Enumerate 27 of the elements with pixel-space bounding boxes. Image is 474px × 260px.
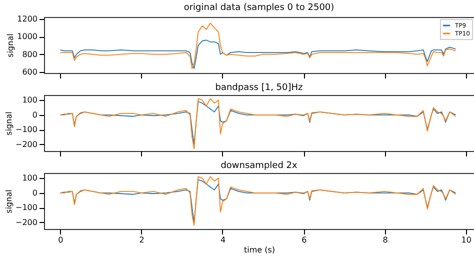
y-tick-label: 1000 xyxy=(17,32,38,42)
y-tick-label: −200 xyxy=(16,140,38,149)
y-tick-label: −100 xyxy=(16,203,38,212)
y-tick-label: 1200 xyxy=(17,14,38,24)
y-axis-title: signal xyxy=(4,112,14,136)
y-tick-label: −100 xyxy=(16,125,38,134)
line-series xyxy=(60,22,456,70)
chart-title: downsampled 2x xyxy=(220,161,298,171)
x-tick-label: 0 xyxy=(58,236,64,244)
chart-title: bandpass [1, 50]Hz xyxy=(215,83,304,93)
y-tick-label: 800 xyxy=(22,50,38,59)
x-axis-title: time (s) xyxy=(244,246,276,254)
x-tick-label: 4 xyxy=(220,236,226,244)
y-tick-label: −200 xyxy=(16,218,38,227)
chart-title: original data (samples 0 to 2500) xyxy=(184,2,334,13)
x-tick-label: 10 xyxy=(461,236,472,244)
x-tick-label: 8 xyxy=(382,236,388,244)
y-axis-title: signal xyxy=(6,34,16,58)
y-tick-label: 600 xyxy=(22,68,38,77)
y-tick-label: 0 xyxy=(32,188,38,198)
line-series xyxy=(60,40,456,70)
y-tick-label: 100 xyxy=(22,174,38,183)
y-axis-title: signal xyxy=(4,190,14,214)
x-tick-label: 2 xyxy=(139,236,144,244)
x-tick-label: 6 xyxy=(302,236,307,244)
y-tick-label: 0 xyxy=(32,110,38,120)
y-tick-label: 100 xyxy=(22,96,38,105)
